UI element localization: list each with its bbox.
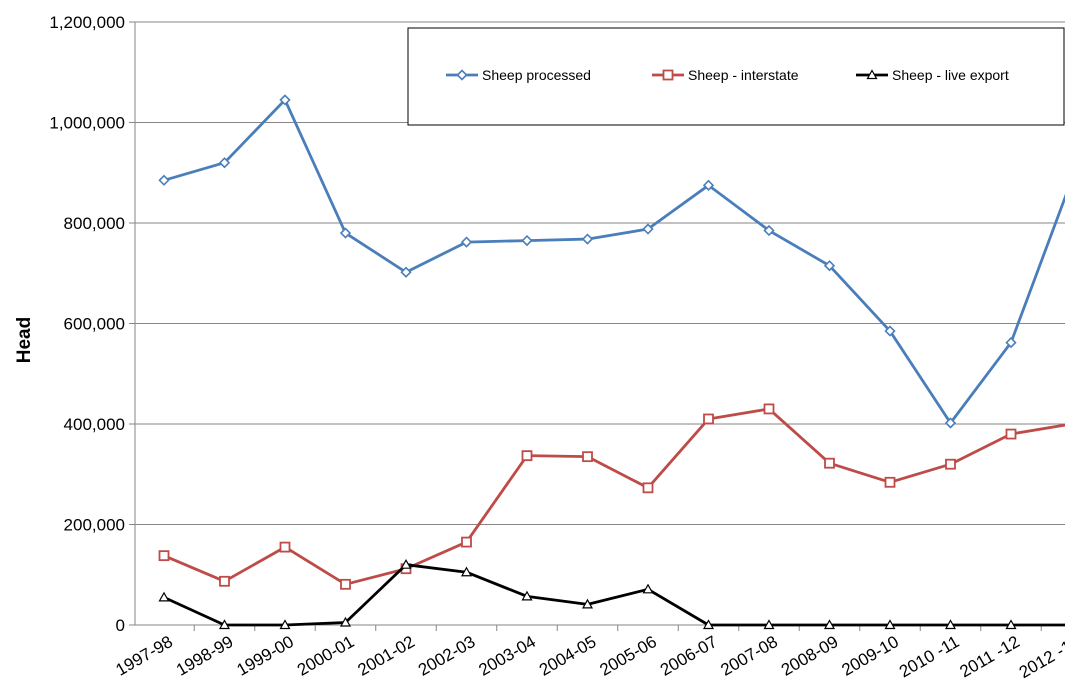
data-point (581, 598, 594, 609)
data-point (945, 458, 956, 470)
x-tick-label: 2012 -13 (1016, 632, 1065, 682)
legend-swatch-marker (456, 69, 468, 81)
y-tick-label: 1,200,000 (49, 13, 125, 32)
data-point (218, 157, 231, 169)
x-tick-label: 2004-05 (536, 632, 600, 680)
legend-label: Sheep processed (482, 67, 591, 83)
data-point (702, 619, 715, 630)
data-point (1005, 428, 1017, 440)
legend-box (407, 27, 1065, 126)
y-tick-label: 800,000 (64, 214, 125, 233)
data-point (703, 413, 714, 425)
data-point (823, 619, 836, 630)
x-tick-label: 2002-03 (415, 632, 479, 680)
legend: Sheep processed Sheep - interstate Sheep -… (407, 27, 1065, 126)
legend-entry-1: Sheep - interstate (652, 67, 799, 83)
x-tick-label: 1999-00 (233, 632, 297, 680)
series-0 (158, 94, 1065, 429)
x-tick-label: 1998-99 (173, 632, 237, 680)
data-point (521, 234, 533, 247)
data-point (400, 266, 412, 278)
data-point (219, 575, 230, 587)
legend-swatch-marker (662, 69, 674, 81)
legend-entry-0: Sheep processed (446, 67, 591, 83)
data-point (158, 591, 170, 602)
x-tick-labels: 1997-981998-991999-002000-012001-022002-… (112, 625, 1065, 682)
data-point (158, 174, 170, 186)
y-axis-title: Head (14, 317, 35, 363)
data-point (218, 619, 231, 630)
data-point (279, 541, 291, 553)
data-point (279, 619, 291, 630)
data-point (884, 619, 896, 630)
y-tick-label: 0 (116, 616, 125, 635)
x-tick-label: 2011 -12 (956, 632, 1023, 681)
data-point (823, 260, 836, 272)
data-point (339, 616, 352, 627)
data-point (642, 482, 654, 494)
legend-swatch-marker (866, 69, 878, 80)
legend-label: Sheep - live export (892, 67, 1009, 83)
data-point (158, 550, 170, 562)
data-point (521, 590, 533, 601)
y-tick-label: 200,000 (64, 516, 125, 535)
y-tick-label: 1,000,000 (49, 114, 125, 133)
data-point (642, 583, 654, 594)
x-tick-label: 2009-10 (838, 632, 902, 680)
data-point (582, 451, 593, 463)
data-point (824, 457, 835, 469)
data-point (1005, 619, 1017, 630)
y-tick-labels: 0 200,000 400,000 600,000 800,000 1,000,000 1,… (49, 13, 135, 635)
series-line-1 (163, 407, 1065, 586)
x-tick-label: 2003-04 (475, 632, 539, 680)
data-point (461, 536, 472, 548)
data-point (1005, 336, 1017, 349)
data-point (339, 227, 352, 239)
x-tick-label: 2010 -11 (896, 632, 963, 681)
series-1 (158, 403, 1065, 590)
data-point (702, 179, 715, 191)
data-point (460, 236, 473, 248)
series-line-0 (163, 98, 1065, 425)
y-tick-label: 400,000 (64, 415, 125, 434)
data-point (400, 558, 412, 569)
x-tick-label: 2005-06 (596, 632, 660, 680)
x-tick-label: 1997-98 (112, 632, 176, 680)
x-tick-label: 2006-07 (657, 632, 721, 680)
series-2 (158, 558, 1065, 630)
x-tick-label: 2007-08 (717, 632, 781, 680)
data-point (460, 566, 473, 577)
data-point (884, 476, 896, 488)
legend-label: Sheep - interstate (688, 67, 799, 83)
data-point (763, 224, 775, 237)
data-point (763, 619, 775, 630)
x-tick-label: 2000-01 (294, 632, 358, 680)
data-point (944, 619, 957, 630)
legend-entry-2: Sheep - live export (856, 67, 1009, 83)
data-point (763, 403, 775, 415)
data-point (521, 450, 533, 462)
x-tick-label: 2001-02 (354, 632, 418, 680)
data-point (581, 233, 594, 245)
y-tick-label: 600,000 (64, 315, 125, 334)
data-point (642, 223, 654, 235)
data-point (279, 94, 291, 106)
data-point (884, 325, 896, 337)
series-layer (158, 94, 1065, 630)
series-line-2 (163, 563, 1065, 627)
x-tick-label: 2008-09 (778, 632, 842, 680)
data-point (944, 417, 957, 429)
data-point (340, 578, 351, 590)
